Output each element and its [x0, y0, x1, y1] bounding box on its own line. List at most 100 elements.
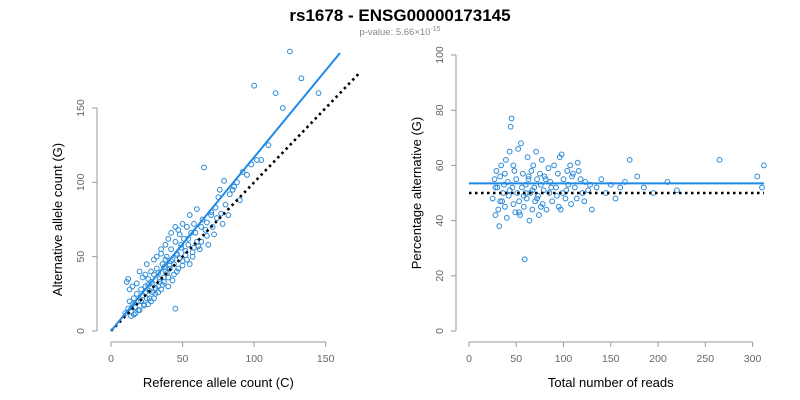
data-point	[534, 176, 540, 183]
y-tick-label: 0	[434, 328, 446, 334]
trend-lines	[110, 52, 360, 332]
data-point	[553, 184, 559, 191]
data-point	[564, 168, 571, 174]
y-tick-label: 60	[434, 159, 446, 171]
data-point	[573, 195, 580, 202]
data-point	[148, 279, 154, 285]
data-point	[265, 142, 272, 149]
data-point	[186, 261, 193, 268]
panel-allele-counts: 0 50 100 150 0 50 100 150 Reference allele count…	[50, 48, 360, 390]
data-point	[135, 307, 142, 314]
data-point	[537, 203, 544, 210]
data-point	[516, 209, 522, 216]
y-tick-label: 150	[75, 99, 87, 117]
data-point	[503, 214, 510, 221]
data-point	[496, 223, 503, 230]
data-point	[617, 184, 624, 191]
data-point	[567, 162, 574, 169]
data-point	[547, 179, 554, 185]
data-point	[519, 170, 526, 177]
data-point	[203, 232, 210, 239]
data-point	[502, 170, 508, 177]
data-point	[546, 190, 553, 196]
data-point	[201, 164, 207, 171]
data-point	[131, 295, 137, 302]
data-point	[513, 176, 520, 183]
data-point	[175, 227, 182, 233]
data-point	[199, 216, 206, 223]
y-axis-label: Percentage alternative (G)	[409, 117, 424, 269]
data-point	[141, 302, 147, 309]
data-point	[148, 268, 154, 275]
data-point	[554, 192, 560, 199]
data-point	[221, 177, 227, 184]
data-point	[507, 123, 514, 130]
data-point	[530, 162, 537, 169]
data-point	[557, 206, 564, 213]
data-point	[494, 184, 501, 191]
y-tick-label: 0	[75, 328, 87, 334]
data-point	[565, 181, 572, 188]
data-point	[522, 181, 529, 188]
data-point	[535, 192, 541, 199]
data-point	[529, 206, 536, 213]
data-point	[315, 90, 322, 97]
y-tick-label: 40	[434, 215, 446, 227]
data-point	[525, 173, 532, 180]
data-point	[524, 154, 531, 161]
data-point	[188, 229, 195, 236]
data-point	[172, 238, 179, 245]
data-point	[525, 176, 532, 183]
data-point	[506, 148, 513, 155]
data-point	[534, 195, 540, 202]
data-point	[523, 195, 530, 202]
x-tick-label: 100	[245, 353, 263, 365]
data-point	[518, 140, 524, 147]
data-point	[165, 283, 172, 290]
data-point	[179, 221, 186, 227]
data-point	[205, 241, 212, 248]
data-point	[209, 224, 216, 230]
data-point	[501, 181, 507, 188]
data-point	[251, 82, 258, 89]
data-point	[133, 290, 140, 297]
data-point	[536, 170, 543, 177]
data-point	[208, 212, 215, 218]
data-point	[537, 181, 544, 188]
data-point	[554, 170, 561, 177]
data-point	[136, 268, 143, 275]
data-point	[760, 162, 767, 169]
p-value-text: p-value: 5.66×10	[359, 27, 430, 38]
data-point	[497, 173, 504, 180]
data-point	[510, 162, 517, 169]
data-point	[173, 268, 180, 275]
data-point	[166, 265, 173, 272]
data-point	[517, 212, 523, 218]
x-axis-label: Total number of reads	[548, 375, 674, 390]
data-point	[229, 186, 236, 193]
x-tick-label: 100	[555, 353, 573, 365]
data-point	[196, 246, 203, 253]
data-point	[185, 241, 192, 248]
data-point	[571, 184, 578, 191]
data-point	[581, 198, 588, 205]
y-axis-label: Alternative allele count (G)	[50, 143, 65, 296]
data-point	[514, 190, 521, 196]
x-tick-label: 200	[649, 353, 667, 365]
data-point	[239, 169, 246, 175]
data-point	[493, 168, 500, 174]
data-point	[541, 173, 548, 180]
data-point	[538, 156, 545, 163]
data-point	[626, 156, 633, 163]
y-tick-label: 50	[75, 251, 87, 263]
data-point	[172, 224, 179, 230]
data-point	[568, 201, 574, 207]
data-point	[607, 181, 614, 188]
data-point	[158, 250, 164, 257]
data-point	[193, 206, 200, 212]
data-point	[512, 209, 519, 216]
data-point	[203, 219, 210, 226]
data-point	[575, 168, 582, 174]
data-point	[149, 289, 156, 296]
data-point	[151, 295, 157, 302]
